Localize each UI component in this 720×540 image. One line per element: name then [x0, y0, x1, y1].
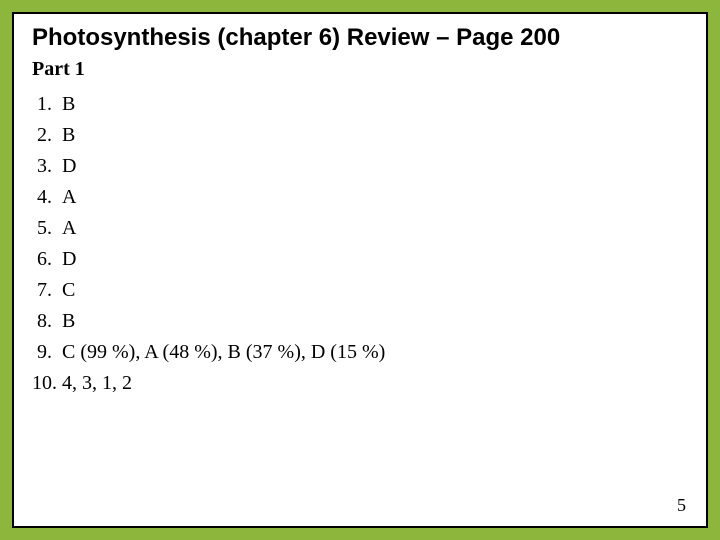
list-item: 3. D	[32, 151, 688, 182]
item-number: 1.	[32, 89, 62, 120]
list-item: 9. C (99 %), A (48 %), B (37 %), D (15 %…	[32, 337, 688, 368]
answer-list: 1. B 2. B 3. D 4. A 5. A 6. D 7. C 8. B	[32, 89, 688, 399]
list-item: 7. C	[32, 275, 688, 306]
item-answer: D	[62, 151, 688, 182]
item-answer: B	[62, 89, 688, 120]
item-number: 7.	[32, 275, 62, 306]
item-answer: A	[62, 213, 688, 244]
part-heading: Part 1	[32, 58, 688, 81]
slide-frame: Photosynthesis (chapter 6) Review – Page…	[12, 12, 708, 528]
list-item: 2. B	[32, 120, 688, 151]
item-answer: C	[62, 275, 688, 306]
item-number: 6.	[32, 244, 62, 275]
item-answer: B	[62, 306, 688, 337]
page-title: Photosynthesis (chapter 6) Review – Page…	[32, 24, 688, 52]
list-item: 1. B	[32, 89, 688, 120]
item-answer: A	[62, 182, 688, 213]
item-number: 3.	[32, 151, 62, 182]
item-number: 2.	[32, 120, 62, 151]
list-item: 5. A	[32, 213, 688, 244]
item-answer: D	[62, 244, 688, 275]
list-item: 8. B	[32, 306, 688, 337]
list-item: 6. D	[32, 244, 688, 275]
item-answer: C (99 %), A (48 %), B (37 %), D (15 %)	[62, 337, 688, 368]
item-number: 10.	[32, 368, 62, 399]
item-answer: 4, 3, 1, 2	[62, 368, 688, 399]
item-number: 4.	[32, 182, 62, 213]
page-number: 5	[677, 495, 686, 516]
list-item: 4. A	[32, 182, 688, 213]
item-answer: B	[62, 120, 688, 151]
list-item: 10. 4, 3, 1, 2	[32, 368, 688, 399]
item-number: 8.	[32, 306, 62, 337]
item-number: 5.	[32, 213, 62, 244]
item-number: 9.	[32, 337, 62, 368]
